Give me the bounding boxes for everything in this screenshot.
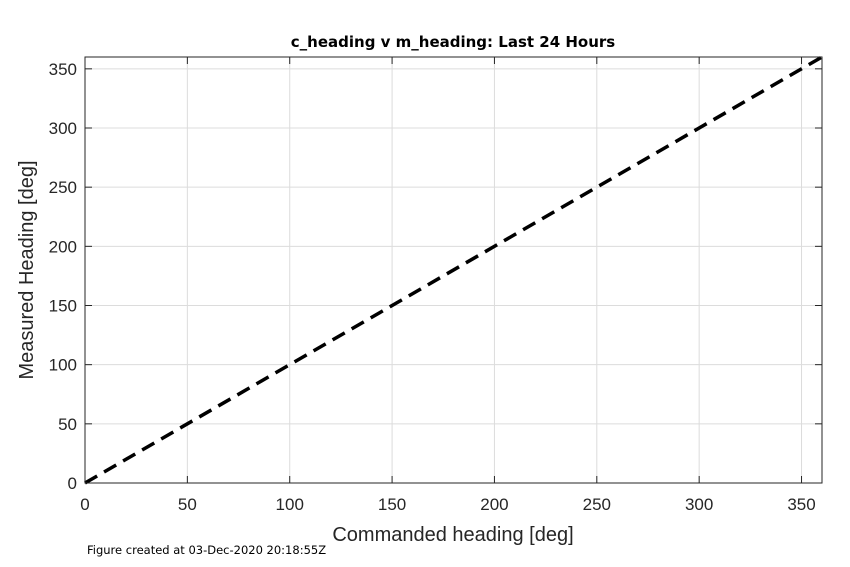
- tick-labels: 0 50 100 150 200 250 300 350 0 50 100 150 200 250 300 3…: [49, 60, 816, 514]
- x-tick-label: 150: [378, 495, 406, 514]
- y-tick-label: 250: [49, 178, 77, 197]
- y-tick-label: 300: [49, 119, 77, 138]
- y-tick-label: 0: [68, 474, 77, 493]
- y-tick-label: 150: [49, 297, 77, 316]
- ticks: [84, 57, 822, 484]
- y-tick-label: 350: [49, 60, 77, 79]
- y-axis-label: Measured Heading [deg]: [16, 160, 38, 379]
- axes-box: [84, 56, 823, 484]
- x-tick-label: 350: [787, 495, 815, 514]
- series-layer: [84, 55, 823, 485]
- figure-footnote: Figure created at 03-Dec-2020 20:18:55Z: [87, 543, 327, 557]
- x-tick-label: 100: [276, 495, 304, 514]
- x-tick-label: 0: [80, 495, 89, 514]
- x-tick-label: 200: [480, 495, 508, 514]
- x-tick-label: 50: [178, 495, 197, 514]
- series-line: [84, 55, 823, 485]
- y-tick-label: 100: [49, 356, 77, 375]
- chart-title: c_heading v m_heading: Last 24 Hours: [291, 33, 616, 51]
- x-tick-label: 250: [583, 495, 611, 514]
- x-tick-label: 300: [685, 495, 713, 514]
- x-axis-label: Commanded heading [deg]: [332, 524, 573, 546]
- y-tick-label: 200: [49, 237, 77, 256]
- y-tick-label: 50: [58, 415, 77, 434]
